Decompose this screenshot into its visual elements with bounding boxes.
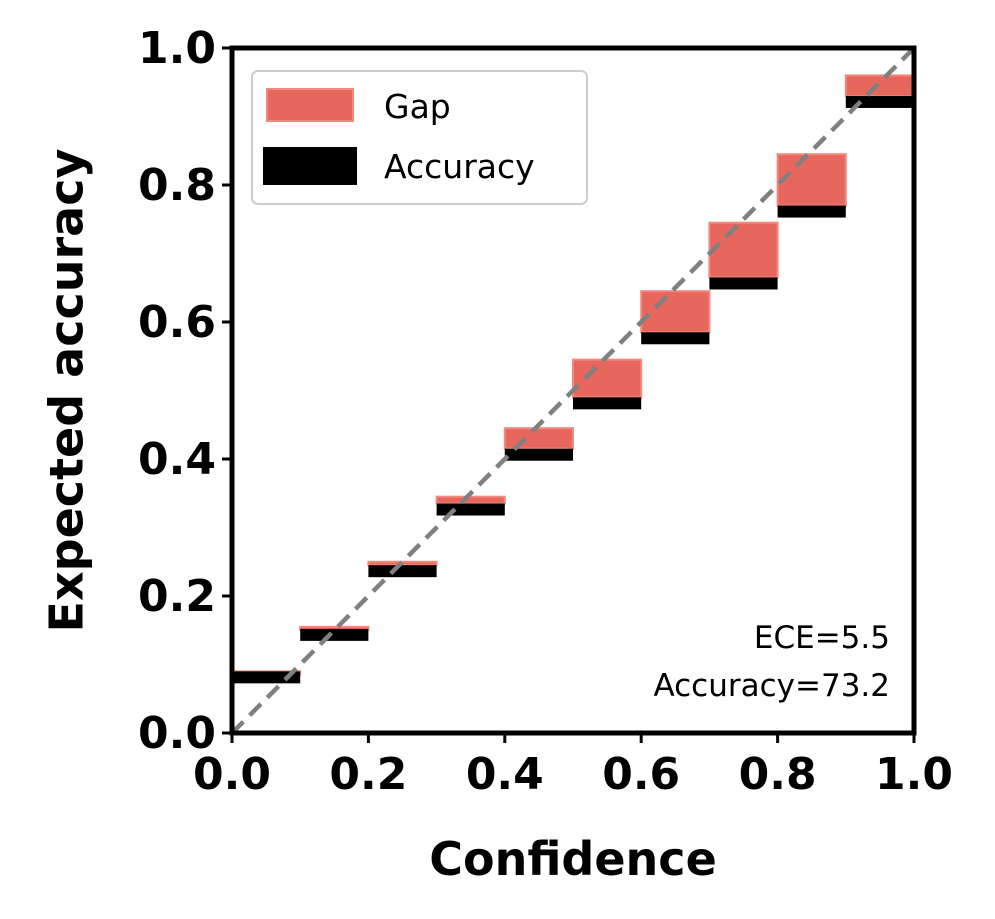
x-tick-label: 0.8 — [739, 749, 817, 800]
ece-annotation: ECE=5.5 — [754, 620, 890, 656]
accuracy-bar — [845, 95, 914, 108]
legend: Gap Accuracy — [251, 70, 588, 205]
y-tick-label: 0.4 — [138, 434, 216, 485]
y-axis-label: Expected accuracy — [40, 149, 94, 633]
legend-swatch-gap — [266, 88, 354, 122]
legend-swatch-accuracy — [263, 147, 357, 185]
accuracy-bar — [232, 671, 301, 684]
x-tick-label: 0.0 — [193, 749, 271, 800]
gap-bar — [640, 290, 711, 334]
gap-bar — [776, 153, 847, 207]
gap-bar — [435, 495, 506, 505]
y-tick-label: 0.2 — [138, 571, 216, 622]
gap-bar — [844, 74, 915, 97]
accuracy-bar — [777, 205, 846, 218]
y-tick-label: 0.0 — [138, 708, 216, 759]
y-tick-label: 0.6 — [138, 297, 216, 348]
accuracy-bar — [504, 448, 573, 461]
gap-bar — [708, 221, 779, 279]
x-tick-label: 1.0 — [875, 749, 953, 800]
x-tick-label: 0.4 — [466, 749, 544, 800]
accuracy-bar — [436, 503, 505, 516]
accuracy-bar — [641, 332, 710, 345]
x-axis-label: Confidence — [429, 832, 717, 886]
ticks-layer: 0.0 0.2 0.4 0.6 0.8 1.0 0.0 0.2 0.4 0.6 0.8 1.0 — [138, 23, 953, 800]
y-tick-label: 0.8 — [138, 160, 216, 211]
plot-frame — [229, 45, 917, 736]
x-tick-label: 0.2 — [329, 749, 407, 800]
accuracy-bar — [300, 628, 369, 641]
perfect-calibration-line — [230, 46, 916, 735]
legend-label-gap: Gap — [384, 87, 451, 126]
accuracy-bar — [368, 565, 437, 578]
bars-layer — [231, 74, 915, 684]
accuracy-annotation: Accuracy=73.2 — [653, 668, 890, 704]
y-tick-label: 1.0 — [138, 23, 216, 74]
x-tick-label: 0.6 — [602, 749, 680, 800]
legend-label-accuracy: Accuracy — [384, 147, 535, 186]
gap-bar — [572, 358, 643, 399]
accuracy-bar — [573, 397, 642, 410]
accuracy-bar — [709, 277, 778, 290]
